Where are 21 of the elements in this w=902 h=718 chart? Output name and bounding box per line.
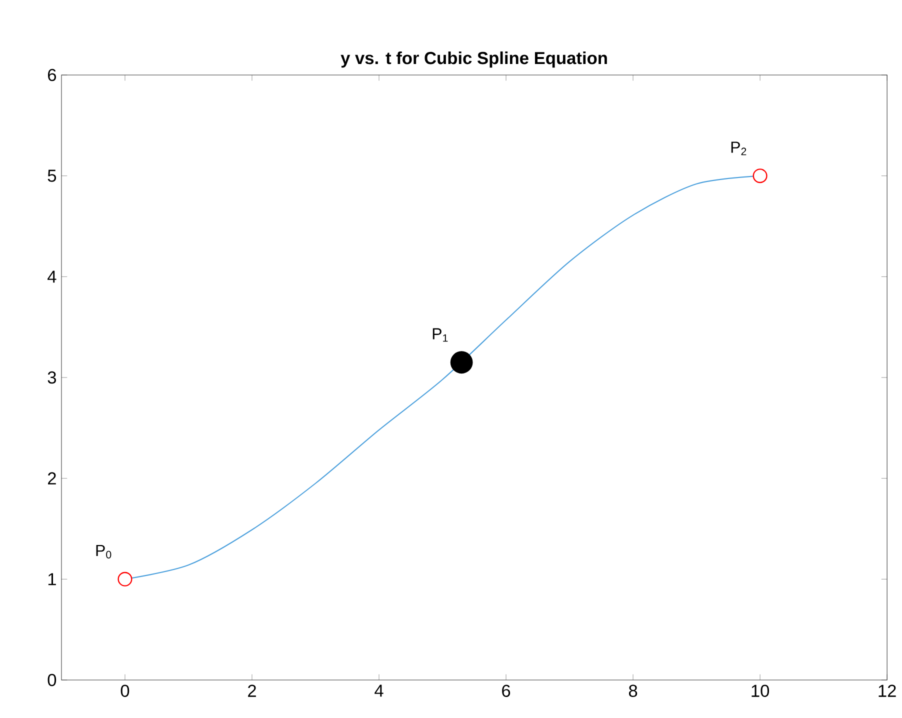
x-tick-label: 2 <box>248 684 256 697</box>
chart-title: y vs. t for Cubic Spline Equation <box>340 51 607 68</box>
annotation: P$_{0}$ <box>96 544 112 558</box>
annotation: P$_{2}$ <box>731 142 746 156</box>
x-tick-label: 0 <box>120 684 130 697</box>
point <box>450 351 473 374</box>
y-tick-label: 6 <box>48 68 56 82</box>
y-tick-label: 0 <box>48 674 56 686</box>
x-tick-label: 6 <box>502 684 510 697</box>
x-tick-label: 4 <box>374 684 384 697</box>
point <box>118 572 132 586</box>
point <box>752 168 768 184</box>
x-tick-label: 10 <box>752 684 770 697</box>
y-tick-label: 1 <box>48 573 56 586</box>
x-tick-label: 12 <box>878 684 896 697</box>
y-tick-label: 2 <box>48 472 56 484</box>
x-tick-label: 8 <box>628 684 638 697</box>
y-tick-label: 3 <box>48 371 56 384</box>
y-tick-label: 4 <box>48 270 56 283</box>
annotation: P$_{1}$ <box>432 328 448 342</box>
y-tick-label: 5 <box>48 170 56 182</box>
